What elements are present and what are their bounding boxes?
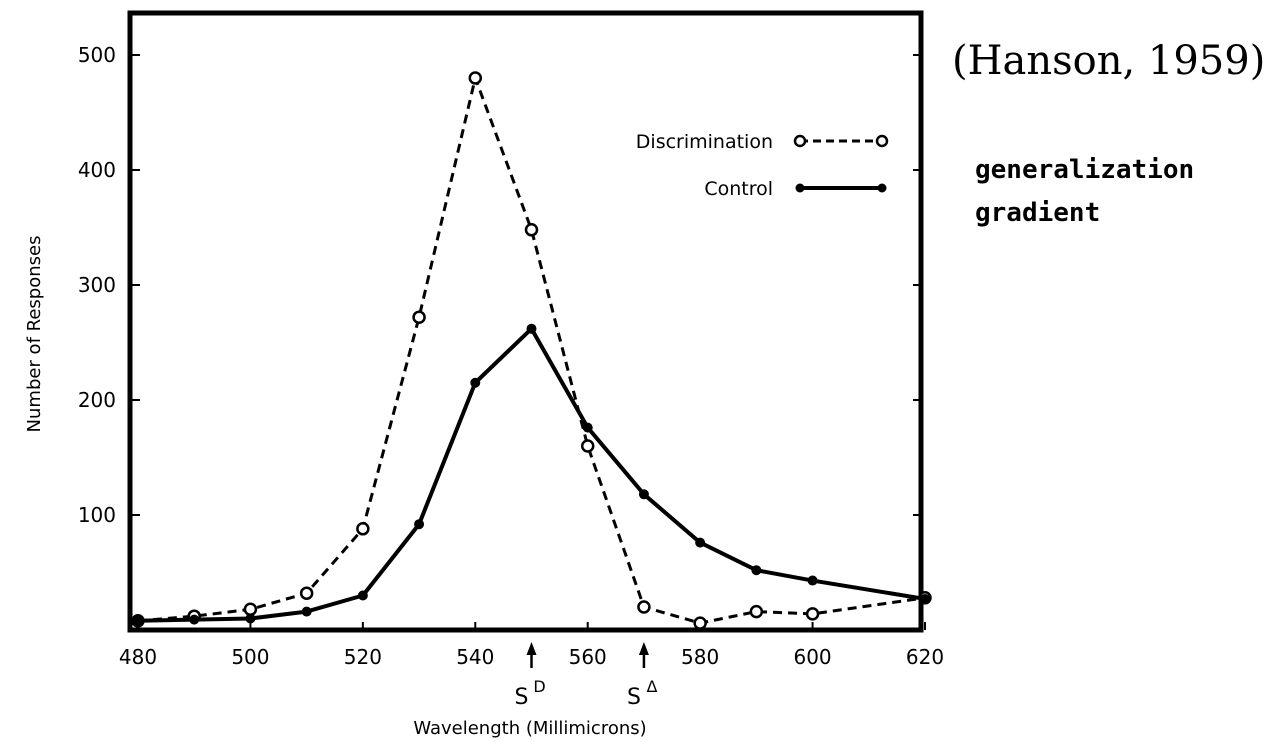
data-point-control (245, 613, 256, 624)
x-tick-label: 600 (793, 645, 831, 669)
data-point-discrimination (299, 586, 314, 600)
data-point-control (414, 519, 425, 530)
data-point-discrimination (805, 607, 820, 621)
y-tick-label: 500 (78, 43, 116, 67)
data-point-discrimination (356, 522, 370, 536)
x-tick-label: 540 (456, 645, 494, 669)
y-tick-label: 100 (78, 503, 116, 527)
data-point-discrimination (412, 310, 426, 324)
stimulus-superscript: Δ (646, 677, 657, 696)
data-point-discrimination (580, 439, 595, 453)
series-line-control (137, 326, 926, 623)
data-point-control (526, 323, 537, 334)
stimulus-arrow-head (638, 642, 649, 655)
legend-label: Control (704, 178, 773, 200)
annotation-line-2: gradient (975, 198, 1100, 228)
data-point-control (638, 489, 649, 500)
data-point-control (582, 422, 593, 433)
data-point-discrimination (749, 604, 764, 619)
data-point-control (920, 593, 930, 604)
data-point-discrimination (243, 602, 258, 617)
data-point-control (133, 615, 143, 626)
data-point-control (807, 575, 818, 586)
data-point-discrimination (468, 71, 483, 85)
legend-swatch-marker (875, 134, 889, 148)
citation-text: (Hanson, 1959) (952, 38, 1265, 84)
data-point-control (301, 606, 312, 617)
annotation-line-1: generalization (975, 155, 1194, 185)
series-line-discrimination (137, 76, 926, 625)
y-tick-label: 200 (78, 388, 116, 412)
stimulus-arrow-head (526, 642, 537, 655)
data-point-control (189, 614, 200, 625)
legend-swatch-marker (877, 183, 887, 193)
stimulus-label: S (515, 685, 529, 710)
legend-swatch-marker (793, 134, 807, 148)
data-point-discrimination (693, 616, 707, 630)
x-tick-label: 500 (231, 645, 269, 669)
data-point-discrimination (637, 600, 651, 614)
legend-label: Discrimination (636, 131, 773, 153)
data-point-control (470, 377, 481, 388)
stimulus-superscript: D (533, 677, 545, 696)
x-tick-label: 480 (119, 645, 157, 669)
data-point-control (751, 565, 762, 576)
data-point-discrimination (524, 223, 539, 237)
plot-frame (127, 10, 924, 633)
data-point-control (695, 537, 706, 548)
y-axis-title: Number of Responses (24, 236, 45, 433)
x-tick-label: 620 (906, 645, 944, 669)
y-tick-label: 300 (78, 273, 116, 297)
stimulus-label: S (627, 685, 641, 710)
legend-swatch-marker (795, 183, 805, 193)
x-tick-label: 580 (681, 645, 719, 669)
x-tick-label: 560 (569, 645, 607, 669)
x-axis-title: Wavelength (Millimicrons) (413, 718, 646, 739)
x-tick-label: 520 (344, 645, 382, 669)
data-point-control (357, 590, 368, 601)
y-tick-label: 400 (78, 158, 116, 182)
